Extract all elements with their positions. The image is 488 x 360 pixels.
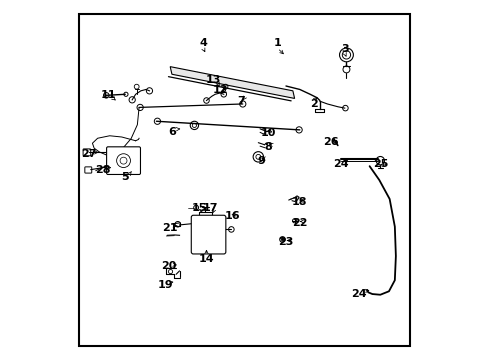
Text: 4: 4 — [199, 39, 206, 49]
Text: 14: 14 — [198, 255, 214, 265]
FancyBboxPatch shape — [191, 215, 225, 254]
Text: 19: 19 — [157, 280, 172, 291]
FancyBboxPatch shape — [83, 149, 90, 156]
Text: 6: 6 — [168, 127, 176, 136]
Text: 5: 5 — [121, 172, 129, 181]
Text: 24: 24 — [333, 159, 348, 170]
Text: 3: 3 — [340, 44, 348, 54]
Text: 10: 10 — [261, 129, 276, 138]
Text: 7: 7 — [237, 95, 244, 105]
Text: 2: 2 — [309, 99, 317, 109]
Text: 27: 27 — [81, 149, 97, 159]
Text: 25: 25 — [372, 159, 388, 170]
Text: 1: 1 — [273, 39, 281, 49]
Text: 8: 8 — [264, 142, 272, 152]
Text: 20: 20 — [161, 261, 176, 271]
Text: 16: 16 — [224, 211, 240, 221]
Text: 18: 18 — [291, 198, 307, 207]
Text: 22: 22 — [291, 218, 307, 228]
Text: 17: 17 — [202, 203, 217, 213]
Text: 13: 13 — [205, 75, 221, 85]
Text: 21: 21 — [162, 224, 178, 233]
Text: 23: 23 — [278, 237, 293, 247]
Text: 12: 12 — [212, 85, 227, 95]
FancyBboxPatch shape — [106, 147, 140, 175]
Text: 24: 24 — [350, 289, 366, 299]
Circle shape — [281, 238, 284, 241]
Text: 26: 26 — [323, 137, 338, 147]
Text: 15: 15 — [191, 203, 207, 213]
Text: 11: 11 — [100, 90, 116, 100]
Text: 9: 9 — [257, 156, 265, 166]
Polygon shape — [170, 67, 294, 98]
Text: 28: 28 — [95, 165, 110, 175]
FancyBboxPatch shape — [84, 167, 92, 173]
